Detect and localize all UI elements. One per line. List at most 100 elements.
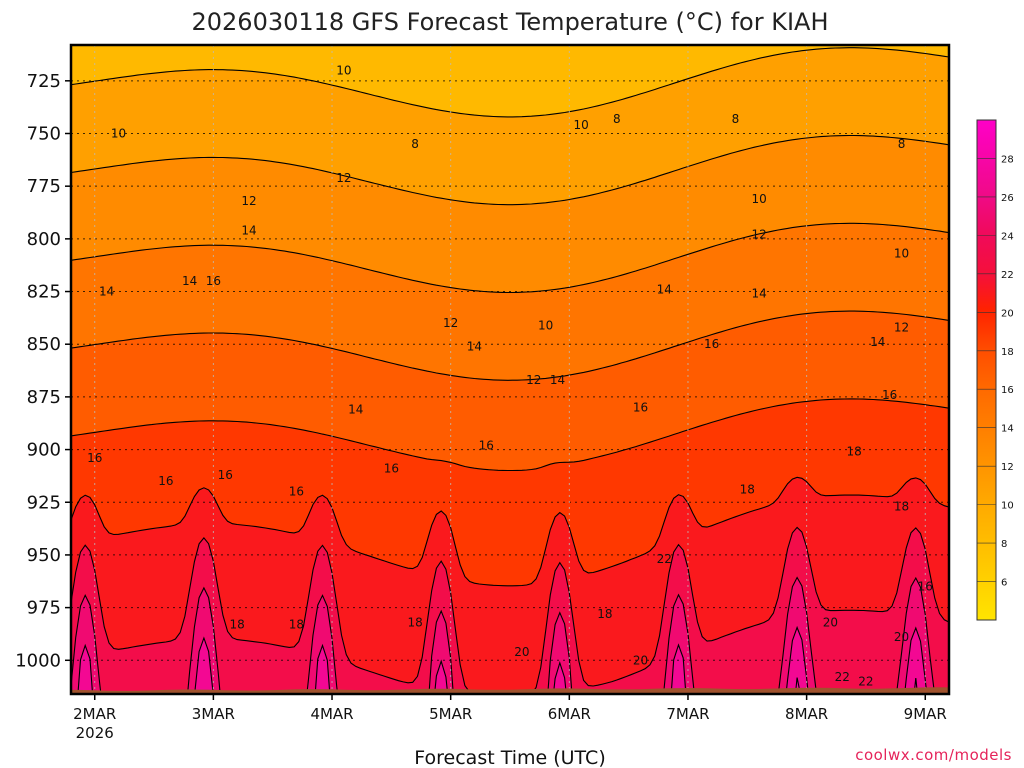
colorbar-ticks: 6 8 10 12 14 16 18 20 22 24 26 28 [977, 154, 1014, 589]
credit-link[interactable]: coolwx.com/models [855, 746, 1012, 764]
isotherm-label: 22 [657, 552, 672, 566]
isotherm-label: 10 [336, 63, 351, 77]
isotherm-label: 14 [241, 223, 256, 237]
gridlines [71, 45, 949, 694]
isotherm-label: 16 [633, 400, 648, 414]
y-tick-label: 950 [27, 545, 61, 566]
band-28 [66, 724, 954, 735]
colorbar-tick-label: 8 [1001, 539, 1007, 550]
isotherm-label: 14 [99, 285, 114, 299]
isotherm-label: 14 [752, 287, 767, 301]
isotherm-label: 10 [752, 192, 767, 206]
isotherm-label: 16 [87, 451, 102, 465]
isotherm-label: 18 [894, 499, 909, 513]
y-tick-label: 925 [27, 492, 61, 513]
isotherm-label: 8 [411, 137, 419, 151]
isotherm-labels: 10 8 8 8 8 10 10 10 10 10 12 12 12 12 12 12 14 14 14 14 14 14… [87, 63, 933, 688]
x-tick-year: 2026 [76, 724, 114, 742]
x-tick-label: 7MAR [666, 705, 709, 723]
isotherm-lines [71, 47, 949, 694]
isotherm-label: 8 [732, 112, 740, 126]
x-tick-label: 8MAR [785, 705, 828, 723]
isotherm-label: 18 [229, 617, 244, 631]
isotherm-label: 10 [111, 127, 126, 141]
isotherm-12 [71, 222, 949, 294]
isotherm-label: 18 [407, 615, 422, 629]
x-axis-label: Forecast Time (UTC) [414, 747, 605, 768]
isotherm-label: 12 [752, 228, 767, 242]
y-tick-label: 800 [27, 229, 61, 250]
isotherm-label: 18 [289, 617, 304, 631]
isotherm-label: 12 [894, 320, 909, 334]
x-axis: 2MAR 3MAR 4MAR 5MAR 6MAR 7MAR 8MAR 9MAR 2026 [73, 694, 947, 742]
isotherm-24 [77, 625, 928, 694]
isotherm-label: 16 [704, 337, 719, 351]
isotherm-label: 20 [894, 630, 909, 644]
isotherm-label: 16 [882, 388, 897, 402]
isotherm-16 [71, 398, 949, 472]
x-tick-label: 2MAR [73, 705, 116, 723]
isotherm-label: 18 [597, 607, 612, 621]
isotherm-label: 14 [550, 373, 565, 387]
isotherm-label: 14 [467, 339, 482, 353]
isotherm-label: 20 [633, 653, 648, 667]
isotherm-label: 20 [823, 615, 838, 629]
y-tick-label: 850 [27, 334, 61, 355]
isotherm-label: 16 [218, 468, 233, 482]
colorbar-tick-label: 12 [1001, 462, 1014, 473]
isotherm-label: 10 [574, 118, 589, 132]
y-tick-label: 775 [27, 176, 61, 197]
y-tick-label: 975 [27, 598, 61, 619]
isotherm-label: 14 [182, 274, 197, 288]
isotherm-14 [71, 310, 949, 381]
isotherm-label: 12 [526, 373, 541, 387]
colorbar-tick-label: 10 [1001, 501, 1014, 512]
plot-area: 10 8 8 8 8 10 10 10 10 10 12 12 12 12 12 12 14 14 14 14 14 14… [66, 45, 954, 735]
isotherm-label: 16 [918, 580, 933, 594]
isotherm-label: 10 [538, 318, 553, 332]
colorbar-tick-label: 26 [1001, 193, 1014, 204]
isotherm-label: 8 [613, 112, 621, 126]
colorbar: 6 8 10 12 14 16 18 20 22 24 26 28 [976, 119, 1014, 621]
y-tick-label: 900 [27, 440, 61, 461]
x-tick-label: 9MAR [904, 705, 947, 723]
colorbar-tick-label: 20 [1001, 308, 1014, 319]
isotherm-label: 16 [384, 462, 399, 476]
isotherm-label: 14 [348, 403, 363, 417]
colorbar-gradient [976, 119, 997, 621]
y-tick-label: 875 [27, 387, 61, 408]
isotherm-label: 12 [241, 194, 256, 208]
band-20 [71, 527, 949, 694]
colorbar-tick-label: 28 [1001, 154, 1014, 165]
x-tick-label: 6MAR [548, 705, 591, 723]
isotherm-label: 16 [158, 474, 173, 488]
isotherm-label: 16 [479, 438, 494, 452]
y-tick-label: 750 [27, 124, 61, 145]
isotherm-20 [71, 526, 949, 694]
colorbar-tick-label: 16 [1001, 385, 1014, 396]
colorbar-tick-label: 14 [1001, 424, 1014, 435]
isotherm-label: 22 [858, 674, 873, 688]
colorbar-tick-label: 6 [1001, 578, 1007, 589]
isotherm-8 [71, 47, 949, 118]
y-tick-label: 825 [27, 282, 61, 303]
isotherm-22 [71, 576, 936, 694]
colorbar-tick-label: 18 [1001, 347, 1014, 358]
ground-surface [71, 687, 949, 694]
isotherm-label: 14 [657, 282, 672, 296]
isotherm-10 [71, 134, 949, 206]
x-tick-label: 5MAR [429, 705, 472, 723]
isotherm-label: 10 [894, 247, 909, 261]
isotherm-label: 12 [336, 171, 351, 185]
isotherm-label: 22 [835, 670, 850, 684]
y-tick-label: 725 [27, 71, 61, 92]
isotherm-label: 8 [898, 137, 906, 151]
colorbar-tick-label: 22 [1001, 270, 1014, 281]
isotherm-label: 16 [206, 274, 221, 288]
isotherm-label: 16 [289, 485, 304, 499]
x-tick-label: 3MAR [192, 705, 235, 723]
colorbar-tick-label: 24 [1001, 231, 1014, 242]
y-tick-label: 1000 [15, 650, 61, 671]
isotherm-label: 20 [514, 645, 529, 659]
